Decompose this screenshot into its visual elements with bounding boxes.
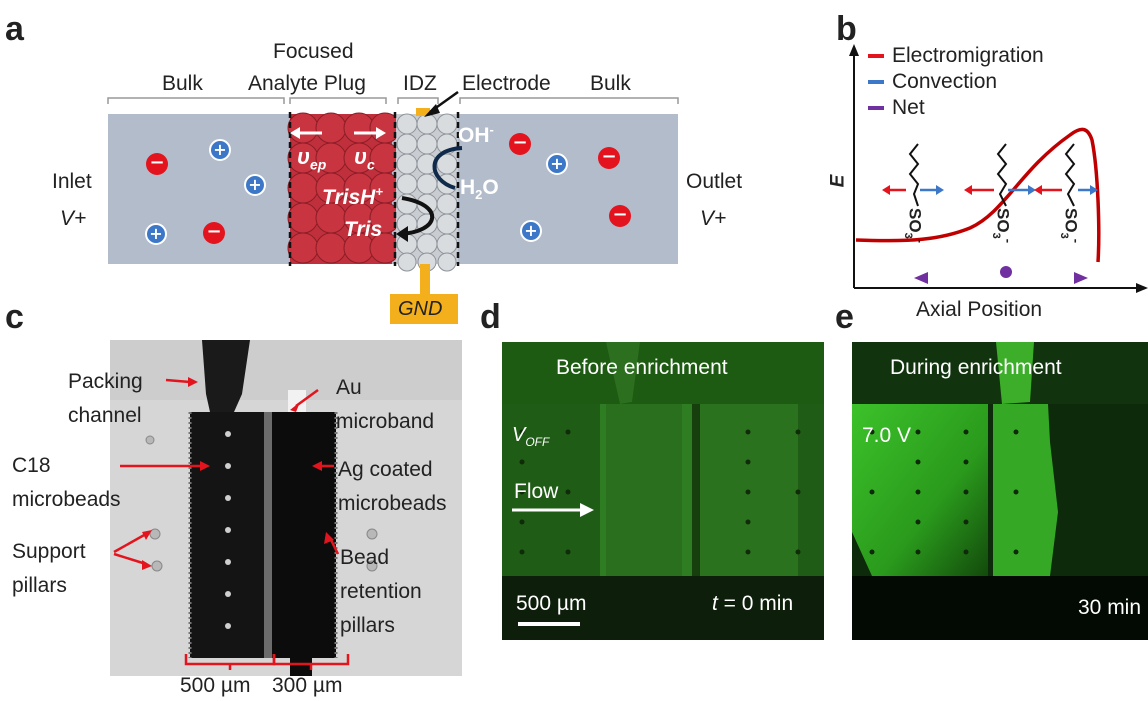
legend-label-net: Net xyxy=(892,96,925,119)
y-axis-label: E xyxy=(827,174,849,188)
channel-schematic xyxy=(107,90,679,324)
outlet-label: Outlet xyxy=(686,170,743,193)
molecule-label-2: SO3- xyxy=(989,208,1016,244)
net-marker-right xyxy=(1074,272,1088,284)
analyte-plug-label: Analyte Plug xyxy=(248,72,366,95)
panel-b: Electromigration Convection Net E Axial … xyxy=(827,0,1148,330)
panel-c: Packing channel Au microband C18 microbe… xyxy=(0,330,480,701)
electrode-label: Electrode xyxy=(462,72,551,95)
support-label: Support xyxy=(12,540,86,563)
net-marker-middle xyxy=(1000,266,1012,278)
c18-label: C18 xyxy=(12,454,51,477)
cation-5: + xyxy=(520,220,542,242)
cation-1: + xyxy=(209,139,231,161)
packing-channel-label: channel xyxy=(68,404,142,427)
c18-microbeads-label: microbeads xyxy=(12,488,121,511)
retention-label: retention xyxy=(340,580,422,603)
panel-label-a: a xyxy=(5,10,24,48)
h2o-label: H2O xyxy=(460,176,499,203)
packing-label: Packing xyxy=(68,370,143,393)
ag-label: Ag coated xyxy=(338,458,433,481)
molecule-label-1: SO3- xyxy=(901,208,928,244)
flow-label: Flow xyxy=(514,480,559,503)
support-pillars-label: pillars xyxy=(12,574,67,597)
time-label-e: 30 min xyxy=(1078,596,1142,619)
idz-label: IDZ xyxy=(403,72,437,95)
au-band xyxy=(264,412,272,658)
anion-4: − xyxy=(598,147,620,169)
oh-label: OH- xyxy=(458,122,494,147)
focused-label: Focused xyxy=(273,40,354,63)
panel-d-image xyxy=(502,342,824,640)
scalebar-label-d: 500 µm xyxy=(516,592,587,615)
gnd-box xyxy=(390,294,458,324)
scale-brackets xyxy=(184,654,350,670)
outlet-voltage-label: V+ xyxy=(700,207,727,230)
au-pad xyxy=(288,390,306,412)
tris-label: Tris xyxy=(344,218,383,241)
microband-label: microband xyxy=(336,410,435,433)
oh-curve-arrow xyxy=(432,146,463,190)
net-marker-left xyxy=(914,272,928,284)
voltage-label: 7.0 V xyxy=(862,424,912,447)
scale-300-label: 300 µm xyxy=(272,674,343,697)
anion-2: − xyxy=(203,222,225,244)
electrode-bottom-lead xyxy=(420,264,430,296)
force-arrows xyxy=(882,185,1098,195)
cation-3: + xyxy=(145,223,167,245)
bracket-lines xyxy=(107,97,679,104)
cation-4: + xyxy=(546,153,568,175)
panel-a: Bulk Focused Analyte Plug IDZ Electrode … xyxy=(0,0,830,330)
voff-label: VOFF xyxy=(512,424,550,449)
trish-label: TrisH+ xyxy=(322,184,383,209)
vep-label: υep xyxy=(297,144,327,173)
time-label-d: t = 0 min xyxy=(712,592,794,615)
au-label: Au xyxy=(336,376,362,399)
x-axis-label: Axial Position xyxy=(916,298,1043,321)
molecule-chains xyxy=(908,143,1076,207)
anion-1: − xyxy=(146,153,168,175)
legend-label-convection: Convection xyxy=(892,70,998,93)
panel-e-title: During enrichment xyxy=(890,356,1062,379)
anion-5: − xyxy=(609,205,631,227)
panel-label-e: e xyxy=(835,298,854,336)
tris-curve-arrow xyxy=(399,196,435,236)
panel-d-title: Before enrichment xyxy=(556,356,728,379)
c18-bed xyxy=(190,412,264,658)
electrode-top xyxy=(416,108,430,116)
vc-label: υc xyxy=(354,144,375,173)
retention-pillars-label: pillars xyxy=(340,614,395,637)
inlet-label: Inlet xyxy=(52,170,92,193)
plug-spheres xyxy=(287,112,401,264)
panel-c-micrograph xyxy=(110,340,462,676)
ag-microbeads-label: microbeads xyxy=(338,492,447,515)
bed-dots xyxy=(225,431,231,629)
inlet-voltage-label: V+ xyxy=(60,207,87,230)
panel-d: Before enrichment VOFF Flow 500 µm t = 0… xyxy=(502,342,824,640)
panel-label-d: d xyxy=(480,298,501,336)
ag-bed xyxy=(272,412,336,658)
molecule-label-3: SO3- xyxy=(1057,208,1084,244)
cation-2: + xyxy=(244,174,266,196)
bulk-right-label: Bulk xyxy=(590,72,631,95)
field-curve xyxy=(855,127,1101,263)
legend-label-electromigration: Electromigration xyxy=(892,44,1044,67)
panel-b-plot xyxy=(849,44,1148,293)
panel-label-b: b xyxy=(836,10,857,48)
anion-3: − xyxy=(509,133,531,155)
support-pillars xyxy=(145,435,378,572)
bulk-left-label: Bulk xyxy=(162,72,203,95)
panel-e: During enrichment 7.0 V 30 min xyxy=(852,342,1148,640)
panel-e-image xyxy=(852,342,1148,640)
gnd-label: GND xyxy=(398,298,443,320)
pointer-arrows xyxy=(113,377,340,570)
idz-spheres xyxy=(396,113,458,272)
scale-500-label: 500 µm xyxy=(180,674,251,697)
bead-label: Bead xyxy=(340,546,390,569)
packing-channel-shape xyxy=(202,340,250,412)
panel-label-c: c xyxy=(5,298,24,336)
